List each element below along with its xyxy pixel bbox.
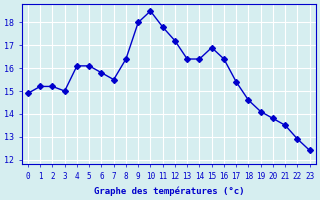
X-axis label: Graphe des températures (°c): Graphe des températures (°c) [93, 186, 244, 196]
